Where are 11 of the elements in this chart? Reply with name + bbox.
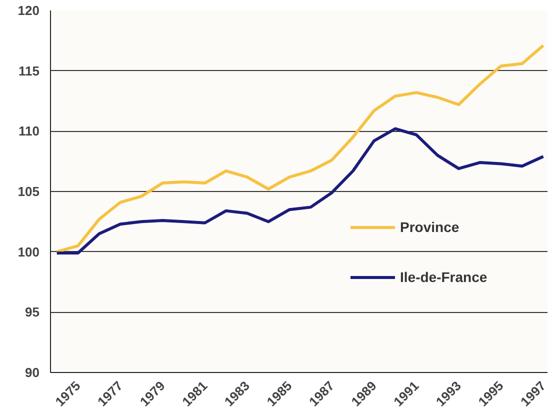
y-tick-label: 90	[25, 365, 40, 380]
y-tick-label: 110	[18, 124, 40, 139]
y-tick-label: 120	[18, 3, 40, 18]
legend-label: Province	[400, 219, 460, 235]
y-tick-label: 115	[18, 63, 40, 78]
y-tick-label: 95	[25, 304, 40, 320]
legend-label: Ile-de-France	[400, 269, 488, 285]
line-series	[55, 127, 545, 255]
y-tick-label: 105	[18, 184, 40, 199]
y-tick-label: 100	[18, 244, 40, 260]
line-series	[55, 44, 545, 254]
